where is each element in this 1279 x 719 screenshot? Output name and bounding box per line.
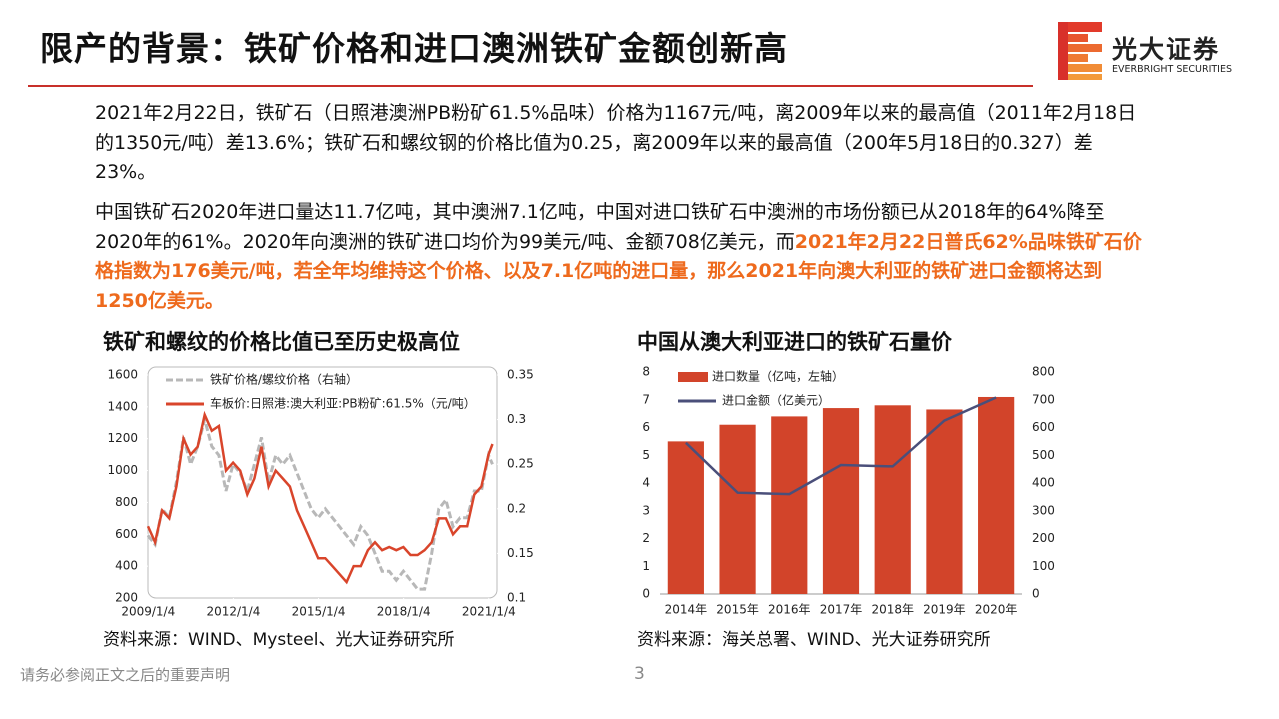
y2-tick-label: 100	[1032, 559, 1055, 573]
y-tick-label: 600	[115, 527, 138, 541]
logo-mark	[1058, 22, 1102, 80]
y-tick-label: 5	[642, 448, 650, 462]
x-tick-label: 2009/1/4	[121, 605, 175, 619]
legend-swatch	[678, 372, 708, 382]
x-tick-label: 2015/1/4	[292, 605, 346, 619]
y-tick-label: 200	[115, 591, 138, 605]
text: 中国铁矿石2020年进口量达11.7亿吨，其中澳洲7.1亿吨，中国对进口铁矿石中…	[95, 201, 1105, 253]
x-tick-label: 2018/1/4	[377, 605, 431, 619]
y-tick-label: 7	[642, 392, 650, 406]
y-tick-label: 800	[115, 495, 138, 509]
y2-tick-label: 500	[1032, 448, 1055, 462]
y-tick-label: 8	[642, 365, 650, 379]
y2-tick-label: 0.2	[507, 501, 526, 515]
y2-tick-label: 0.35	[507, 368, 534, 382]
y2-tick-label: 400	[1032, 476, 1055, 490]
plot-frame	[147, 366, 498, 599]
bar	[926, 409, 963, 594]
logo-name: 光大证券	[1112, 35, 1221, 64]
y2-tick-label: 0.1	[507, 591, 526, 605]
highlight-text: 2021年2月22日普氏62%品味铁矿石价格指数为176美元/吨，若全年均维持这…	[95, 230, 1142, 312]
slide-title: 限产的背景：铁矿价格和进口澳洲铁矿金额创新高	[40, 29, 788, 68]
legend-label: 铁矿价格/螺纹价格（右轴）	[210, 372, 358, 387]
x-tick-label: 2012/1/4	[206, 605, 260, 619]
paragraph: 中国铁矿石2020年进口量达11.7亿吨，其中澳洲7.1亿吨，中国对进口铁矿石中…	[95, 198, 1145, 316]
y2-tick-label: 0.3	[507, 412, 526, 426]
y2-tick-label: 300	[1032, 503, 1055, 517]
chart-source: 资料来源：WIND、Mysteel、光大证券研究所	[103, 630, 455, 650]
y-tick-label: 3	[642, 503, 650, 517]
bar	[822, 408, 860, 594]
legend-label: 进口金额（亿美元）	[722, 393, 830, 408]
y2-tick-label: 600	[1032, 420, 1055, 434]
title-rule	[28, 85, 1033, 87]
bar	[719, 424, 756, 594]
chart-title: 中国从澳大利亚进口的铁矿石量价	[637, 330, 953, 354]
bar	[978, 396, 1015, 594]
series-line	[146, 410, 494, 585]
y2-tick-label: 0.15	[507, 546, 534, 560]
text: 2021年2月22日，铁矿石（日照港澳洲PB粉矿61.5%品味）价格为1167元…	[95, 102, 1137, 183]
x-tick-label: 2019年	[923, 603, 966, 617]
x-tick-label: 2020年	[975, 603, 1018, 617]
bar	[771, 416, 808, 594]
chart-source: 资料来源：海关总署、WIND、光大证券研究所	[637, 630, 991, 650]
y2-tick-label: 200	[1032, 531, 1055, 545]
x-tick-label: 2015年	[716, 603, 759, 617]
y-tick-label: 2	[642, 531, 650, 545]
y-tick-label: 1400	[107, 399, 138, 413]
y2-tick-label: 0	[1032, 587, 1040, 601]
series-line	[146, 413, 494, 591]
y-tick-label: 6	[642, 420, 650, 434]
x-tick-label: 2014年	[665, 603, 708, 617]
y-tick-label: 4	[642, 476, 650, 490]
disclaimer: 请务必参阅正文之后的重要声明	[20, 666, 231, 684]
y2-tick-label: 0.25	[507, 457, 534, 471]
paragraph: 2021年2月22日，铁矿石（日照港澳洲PB粉矿61.5%品味）价格为1167元…	[95, 99, 1145, 188]
chart-title: 铁矿和螺纹的价格比值已至历史极高位	[103, 330, 460, 354]
y-tick-label: 1	[642, 559, 650, 573]
y-tick-label: 0	[642, 587, 650, 601]
bar	[667, 441, 704, 594]
x-tick-label: 2017年	[820, 603, 863, 617]
series-line	[685, 396, 997, 496]
x-tick-label: 2021/1/4	[462, 605, 516, 619]
page-number: 3	[634, 664, 645, 684]
y2-tick-label: 700	[1032, 392, 1055, 406]
x-tick-label: 2018年	[871, 603, 914, 617]
y-tick-label: 400	[115, 559, 138, 573]
y-tick-label: 1200	[107, 431, 138, 445]
legend-label: 进口数量（亿吨，左轴）	[712, 369, 844, 384]
x-tick-label: 2016年	[768, 603, 811, 617]
legend-label: 车板价:日照港:澳大利亚:PB粉矿:61.5%（元/吨）	[210, 396, 476, 411]
y-tick-label: 1600	[107, 368, 138, 382]
charts: 铁矿和螺纹的价格比值已至历史极高位资料来源：WIND、Mysteel、光大证券研…	[103, 330, 1055, 650]
y2-tick-label: 800	[1032, 365, 1055, 379]
y-tick-label: 1000	[107, 463, 138, 477]
logo-name-en: EVERBRIGHT SECURITIES	[1112, 64, 1233, 75]
bar	[874, 405, 911, 594]
